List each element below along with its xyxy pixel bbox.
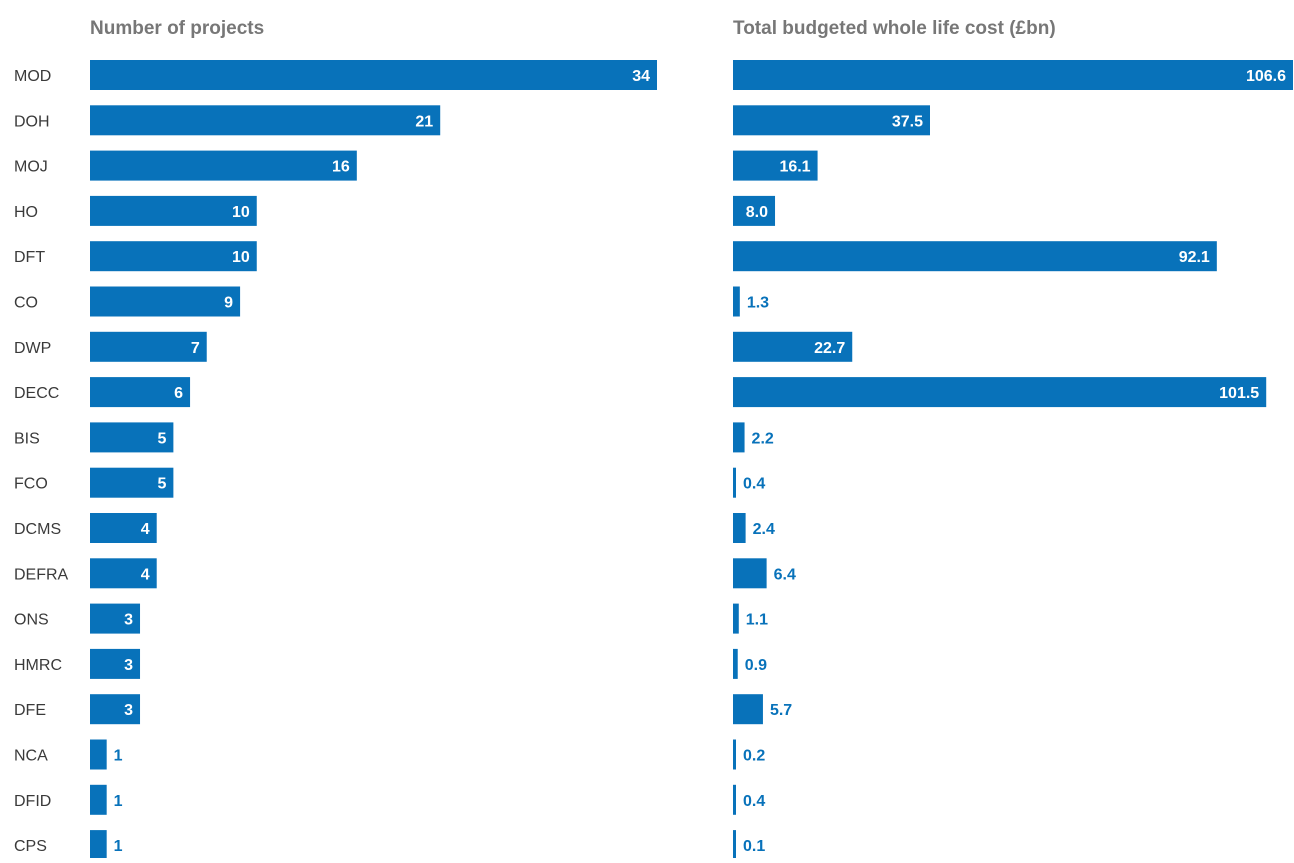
value-label-projects-dft: 10: [232, 249, 250, 266]
category-label-cps: CPS: [14, 838, 47, 855]
bar-projects-mod: [90, 60, 657, 90]
bar-cost-defra: [733, 558, 767, 589]
category-label-dfe: DFE: [14, 702, 46, 719]
value-label-projects-ho: 10: [232, 204, 250, 221]
value-label-projects-dfe: 3: [124, 702, 133, 719]
category-label-hmrc: HMRC: [14, 657, 62, 674]
value-label-projects-dfid: 1: [114, 793, 123, 810]
value-label-cost-decc: 101.5: [1219, 385, 1259, 402]
bar-cost-cps: [733, 830, 736, 861]
value-label-projects-dwp: 7: [191, 340, 200, 357]
value-label-projects-moj: 16: [332, 159, 350, 176]
bar-cost-hmrc: [733, 648, 738, 679]
category-label-ho: HO: [14, 204, 38, 221]
value-label-cost-defra: 6.4: [774, 566, 796, 583]
value-label-projects-cps: 1: [114, 838, 123, 855]
value-label-cost-doh: 37.5: [892, 113, 923, 130]
bars-total-budgeted-cost: 106.6 37.5 16.1 8.0 92.1 1.3 22.7 101.5 2.2 0.4 2.…: [733, 60, 1293, 861]
bar-cost-decc: [733, 377, 1267, 408]
bar-cost-fco: [733, 467, 736, 498]
value-label-projects-hmrc: 3: [124, 657, 133, 674]
bar-projects-fco: [90, 467, 174, 498]
value-label-projects-defra: 4: [141, 566, 150, 583]
category-label-nca: NCA: [14, 748, 48, 765]
bar-projects-nca: [90, 739, 107, 770]
bar-projects-ons: [90, 603, 141, 634]
value-label-cost-dft: 92.1: [1179, 249, 1210, 266]
chart-title-total-budgeted-cost: Total budgeted whole life cost (£bn): [733, 18, 1056, 39]
bar-cost-dcms: [733, 513, 746, 543]
bar-cost-dfid: [733, 784, 736, 815]
value-label-projects-ons: 3: [124, 612, 133, 629]
chart-title-number-of-projects: Number of projects: [90, 18, 264, 39]
bar-projects-hmrc: [90, 648, 141, 679]
category-label-decc: DECC: [14, 385, 59, 402]
value-label-cost-co: 1.3: [747, 295, 769, 312]
category-label-dft: DFT: [14, 249, 45, 266]
bar-cost-ons: [733, 603, 739, 634]
bar-cost-doh: [733, 105, 930, 136]
category-label-dcms: DCMS: [14, 521, 61, 538]
bar-projects-dwp: [90, 331, 207, 362]
category-label-fco: FCO: [14, 476, 48, 493]
value-label-cost-dfid: 0.4: [743, 793, 765, 810]
category-label-doh: DOH: [14, 113, 50, 130]
category-label-defra: DEFRA: [14, 566, 69, 583]
value-label-projects-bis: 5: [157, 430, 166, 447]
category-label-bis: BIS: [14, 430, 40, 447]
value-label-projects-doh: 21: [415, 113, 433, 130]
bar-projects-co: [90, 286, 241, 317]
bar-projects-bis: [90, 422, 174, 453]
bars-number-of-projects: 34 21 16 10 10 9 7 6 5 5 4 4 3 3 3 1 1 1: [90, 60, 657, 861]
value-label-cost-cps: 0.1: [743, 838, 765, 855]
bar-projects-defra: [90, 558, 157, 589]
value-label-cost-dfe: 5.7: [770, 702, 792, 719]
value-label-cost-nca: 0.2: [743, 748, 765, 765]
bar-cost-ho: [733, 195, 776, 226]
bar-projects-ho: [90, 195, 257, 226]
value-label-cost-moj: 16.1: [779, 159, 810, 176]
bar-cost-dft: [733, 241, 1217, 272]
bar-projects-dft: [90, 241, 257, 272]
value-label-projects-co: 9: [224, 295, 233, 312]
bar-cost-dwp: [733, 331, 853, 362]
category-label-mod: MOD: [14, 68, 51, 85]
bar-cost-moj: [733, 150, 818, 181]
category-label-dfid: DFID: [14, 793, 51, 810]
value-label-cost-mod: 106.6: [1246, 68, 1286, 85]
category-label-ons: ONS: [14, 612, 49, 629]
bar-cost-mod: [733, 60, 1293, 90]
category-label-dwp: DWP: [14, 340, 51, 357]
bar-projects-decc: [90, 377, 191, 408]
bar-cost-co: [733, 286, 740, 317]
bar-cost-nca: [733, 739, 736, 770]
value-label-projects-mod: 34: [632, 68, 650, 85]
bar-projects-moj: [90, 150, 357, 181]
bar-projects-dfid: [90, 784, 107, 815]
category-label-co: CO: [14, 295, 38, 312]
bar-projects-doh: [90, 105, 441, 136]
value-label-cost-ho: 8.0: [746, 204, 768, 221]
bar-projects-dcms: [90, 513, 157, 543]
value-label-cost-fco: 0.4: [743, 476, 765, 493]
value-label-cost-ons: 1.1: [746, 612, 768, 629]
value-label-projects-dcms: 4: [141, 521, 150, 538]
category-label-moj: MOJ: [14, 159, 48, 176]
category-labels: MOD DOH MOJ HO DFT CO DWP DECC BIS FCO DCMS DEFRA ON…: [14, 68, 69, 855]
value-label-cost-bis: 2.2: [752, 430, 774, 447]
bar-cost-dfe: [733, 694, 763, 725]
bar-projects-cps: [90, 830, 107, 861]
value-label-projects-nca: 1: [114, 748, 123, 765]
bar-projects-dfe: [90, 694, 141, 725]
value-label-cost-dcms: 2.4: [753, 521, 775, 538]
value-label-projects-fco: 5: [157, 476, 166, 493]
value-label-cost-dwp: 22.7: [814, 340, 845, 357]
value-label-cost-hmrc: 0.9: [745, 657, 767, 674]
value-label-projects-decc: 6: [174, 385, 183, 402]
bar-cost-bis: [733, 422, 745, 453]
